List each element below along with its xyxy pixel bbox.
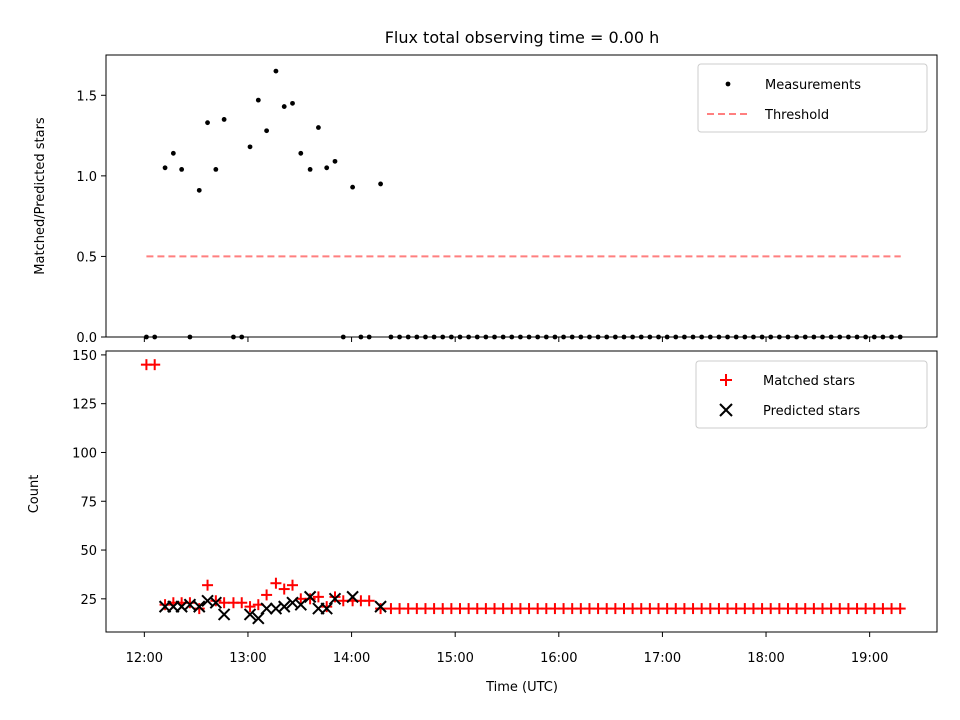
matched-star-point (218, 597, 230, 609)
predicted-star-point (320, 602, 333, 615)
bottom-legend-box (695, 360, 928, 429)
top-y-axis-label: Matched/Predicted stars (33, 117, 48, 275)
bottom-y-tick-label: 50 (80, 544, 97, 559)
x-tick-label: 19:00 (851, 651, 888, 666)
matched-star-point (193, 603, 205, 615)
legend-matched-label: Matched stars (763, 374, 855, 389)
top-panel: 0.0 0.5 1.0 1.5 Matched/Predicted stars Mea… (33, 54, 938, 346)
measurement-point (378, 181, 383, 187)
matched-star-point (244, 601, 256, 613)
predicted-star-point (243, 608, 257, 621)
legend-measurements-marker (725, 81, 731, 87)
measurement-point (307, 167, 313, 172)
predicted-star-point (374, 600, 387, 613)
measurement-point (162, 165, 168, 171)
matched-star-point (149, 359, 161, 371)
legend-predicted-marker (719, 403, 733, 417)
measurement-point (350, 184, 356, 190)
predicted-star-point (346, 590, 359, 604)
measurement-point (290, 100, 295, 106)
top-y-tick-label: 1.5 (76, 89, 97, 104)
predicted-star-point (193, 600, 206, 613)
predicted-star-point (278, 600, 291, 613)
matched-star-point (236, 597, 248, 609)
predicted-star-point (209, 596, 223, 609)
bottom-y-tick-label: 150 (72, 349, 97, 364)
top-y-tick-label: 1.0 (76, 170, 97, 185)
measurement-point (247, 144, 253, 150)
measurement-point (324, 165, 330, 171)
predicted-star-point (294, 598, 308, 611)
top-y-axis: 0.0 0.5 1.0 1.5 (76, 89, 106, 346)
top-y-tick-label: 0.5 (76, 250, 97, 265)
bottom-legend: Matched stars Predicted stars (695, 360, 928, 429)
measurement-point (179, 167, 185, 172)
matched-star-point (894, 603, 906, 615)
matched-star-point (321, 601, 333, 613)
predicted-star-point (260, 602, 273, 615)
legend-predicted-label: Predicted stars (763, 404, 860, 419)
measurement-point (281, 104, 287, 109)
top-y-tick-label: 0.0 (76, 331, 97, 346)
measurement-point (170, 150, 176, 156)
figure-title: Flux total observing time = 0.00 h (385, 28, 660, 47)
bottom-panel: 25 50 75 100 125 150 12:00 13:00 14:00 15:00 16:0… (27, 349, 938, 695)
measurement-point (332, 158, 338, 164)
legend-measurements-label: Measurements (765, 78, 861, 93)
predicted-star-point (303, 590, 317, 604)
matched-star-point (210, 595, 222, 607)
bottom-y-axis-label: Count (27, 475, 42, 514)
matched-star-point (375, 603, 387, 615)
measurement-point (316, 125, 321, 130)
measurement-point (205, 120, 210, 126)
bottom-y-axis: 25 50 75 100 125 150 (72, 349, 106, 608)
measurement-point (196, 187, 202, 193)
measurement-point (255, 97, 261, 103)
bottom-y-tick-label: 25 (80, 593, 97, 608)
top-legend-box (697, 63, 928, 133)
measurement-point (298, 150, 304, 156)
bottom-y-tick-label: 125 (72, 398, 97, 413)
matched-star-point (261, 589, 273, 601)
predicted-star-point (183, 598, 197, 611)
predicted-star-point (328, 592, 342, 606)
matched-star-point (337, 595, 349, 607)
x-tick-label: 15:00 (436, 651, 473, 666)
matched-star-point (312, 591, 324, 603)
bottom-x-axis: 12:00 13:00 14:00 15:00 16:00 17:00 18:00 19:00 (126, 632, 888, 666)
x-tick-label: 17:00 (644, 651, 681, 666)
matched-star-point (159, 599, 171, 611)
measurement-point (213, 167, 219, 172)
matched-star-point (363, 595, 375, 607)
legend-threshold-label: Threshold (764, 108, 829, 123)
x-axis-label: Time (UTC) (485, 680, 558, 695)
x-tick-label: 12:00 (126, 651, 163, 666)
bottom-axes-frame (105, 350, 938, 633)
predicted-star-point (252, 612, 265, 625)
x-tick-label: 14:00 (333, 651, 370, 666)
matched-star-point (287, 579, 299, 591)
matched-star-point (329, 591, 341, 603)
top-x-ticks (143, 337, 871, 342)
x-tick-label: 18:00 (747, 651, 784, 666)
measurement-point (264, 128, 270, 134)
measurement-point (221, 117, 227, 122)
matched-star-point (304, 593, 316, 605)
legend-matched-marker (720, 374, 732, 386)
top-axes-frame (105, 54, 938, 338)
bottom-y-tick-label: 75 (80, 495, 97, 510)
x-tick-label: 16:00 (540, 651, 577, 666)
bottom-plot-area (140, 359, 906, 625)
x-tick-label: 13:00 (229, 651, 266, 666)
measurement-point (273, 68, 279, 74)
top-legend: Measurements Threshold (697, 63, 928, 133)
matched-star-point (270, 577, 282, 589)
matched-star-point (278, 583, 290, 595)
predicted-star-point (217, 608, 231, 621)
matched-star-point (202, 579, 214, 591)
bottom-y-tick-label: 100 (72, 446, 97, 461)
